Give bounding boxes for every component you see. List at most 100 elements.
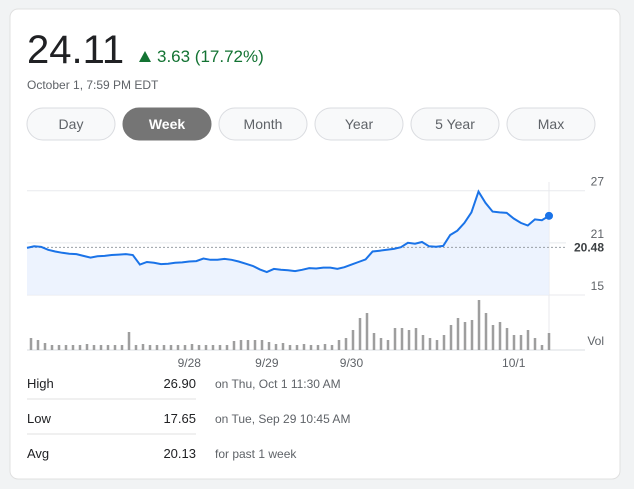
stat-value: 20.13 <box>163 446 196 461</box>
volume-bar <box>442 335 446 350</box>
button-bg[interactable] <box>410 107 500 141</box>
volume-bar <box>267 342 271 350</box>
button-bg[interactable] <box>122 107 212 141</box>
volume-bar <box>113 345 117 350</box>
volume-bar <box>533 338 537 350</box>
volume-bar <box>57 345 61 350</box>
stats: High 26.90 on Thu, Oct 1 11:30 AM Low 17.65 o… <box>27 376 350 461</box>
volume-bar <box>463 322 467 350</box>
change: 3.63 (17.72%) <box>157 47 264 66</box>
button-label[interactable]: Day <box>59 116 84 132</box>
volume-bar <box>64 345 68 350</box>
range-buttons: Day Week Month Year 5 Year Max <box>26 107 596 141</box>
volume-bar <box>421 335 425 350</box>
volume-bar <box>78 345 82 350</box>
volume-bar <box>225 345 229 350</box>
stat-value: 26.90 <box>163 376 196 391</box>
button-label[interactable]: Max <box>538 116 564 132</box>
y-tick-label: 27 <box>591 175 605 189</box>
x-tick-label: 9/28 <box>178 356 202 370</box>
button-label[interactable]: Year <box>345 116 374 132</box>
volume-bar <box>85 344 89 350</box>
volume-bar <box>141 344 145 350</box>
volume-bar <box>92 345 96 350</box>
volume-bar <box>414 328 418 350</box>
volume-bar <box>190 344 194 350</box>
price: 24.11 <box>27 28 124 72</box>
volume-bar <box>344 338 348 350</box>
volume-bar <box>505 328 509 350</box>
button-bg[interactable] <box>506 107 596 141</box>
volume-bar <box>120 345 124 350</box>
volume-bar <box>211 345 215 350</box>
volume-bar <box>127 332 131 350</box>
volume-bar <box>29 338 33 350</box>
x-tick-label: 10/1 <box>502 356 526 370</box>
volume-bar <box>288 345 292 350</box>
range-button[interactable]: Day <box>26 107 116 141</box>
volume-bar <box>477 300 481 350</box>
price-line <box>26 189 550 274</box>
button-bg[interactable] <box>218 107 308 141</box>
volume-bar <box>547 333 551 350</box>
volume-bar <box>428 338 432 350</box>
last-point <box>545 211 553 220</box>
volume-bar <box>106 345 110 350</box>
volume-bar <box>498 322 502 350</box>
volume-bar <box>456 318 460 350</box>
stat-detail: for past 1 week <box>215 447 297 461</box>
volume-bar <box>274 344 278 350</box>
volume-bar <box>358 318 362 350</box>
stat-label: High <box>27 376 54 391</box>
volume-bar <box>337 340 341 350</box>
volume-bar <box>155 345 159 350</box>
volume-bar <box>316 345 320 350</box>
volume-bar <box>470 320 474 350</box>
volume-label: Vol <box>587 334 604 348</box>
stat-detail: on Tue, Sep 29 10:45 AM <box>215 412 350 426</box>
button-label[interactable]: Month <box>244 116 283 132</box>
volume-bar <box>372 333 376 350</box>
range-button[interactable]: Year <box>314 107 404 141</box>
volume-bar <box>204 345 208 350</box>
volume-bar <box>407 330 411 350</box>
chart: 27 21 15 20.48 9/28 9/29 9/30 10/1 Vol <box>26 175 606 370</box>
button-label[interactable]: Week <box>149 116 186 132</box>
volume-bar <box>365 313 369 350</box>
volume-bar <box>36 340 40 350</box>
volume-bar <box>379 338 383 350</box>
range-button[interactable]: Month <box>218 107 308 141</box>
volume-bar <box>351 330 355 350</box>
volume-bar <box>400 328 404 350</box>
button-bg[interactable] <box>314 107 404 141</box>
volume-bar <box>218 345 222 350</box>
range-button[interactable]: Max <box>506 107 596 141</box>
volume-bar <box>309 345 313 350</box>
range-button[interactable]: 5 Year <box>410 107 500 141</box>
volume-bar <box>281 343 285 350</box>
volume-bar <box>435 340 439 350</box>
volume-bar <box>148 345 152 350</box>
volume-bar <box>386 340 390 350</box>
button-bg[interactable] <box>26 107 116 141</box>
area <box>27 191 549 295</box>
volume-bar <box>183 345 187 350</box>
volume-bar <box>519 335 523 350</box>
volume-bar <box>169 345 173 350</box>
range-button[interactable]: Week <box>122 107 212 141</box>
volume-bar <box>197 345 201 350</box>
volume-bar <box>232 341 236 350</box>
button-label[interactable]: 5 Year <box>435 116 475 132</box>
previous-close-box <box>566 238 606 256</box>
up-arrow <box>139 51 151 62</box>
stat-label: Low <box>27 411 51 426</box>
volume-bar <box>295 345 299 350</box>
volume-bar <box>449 325 453 350</box>
volume-bar <box>526 330 530 350</box>
volume-bar <box>162 345 166 350</box>
volume-bar <box>43 343 47 350</box>
volume-bar <box>393 328 397 350</box>
volume-bar <box>99 345 103 350</box>
volume-bar <box>253 340 257 350</box>
